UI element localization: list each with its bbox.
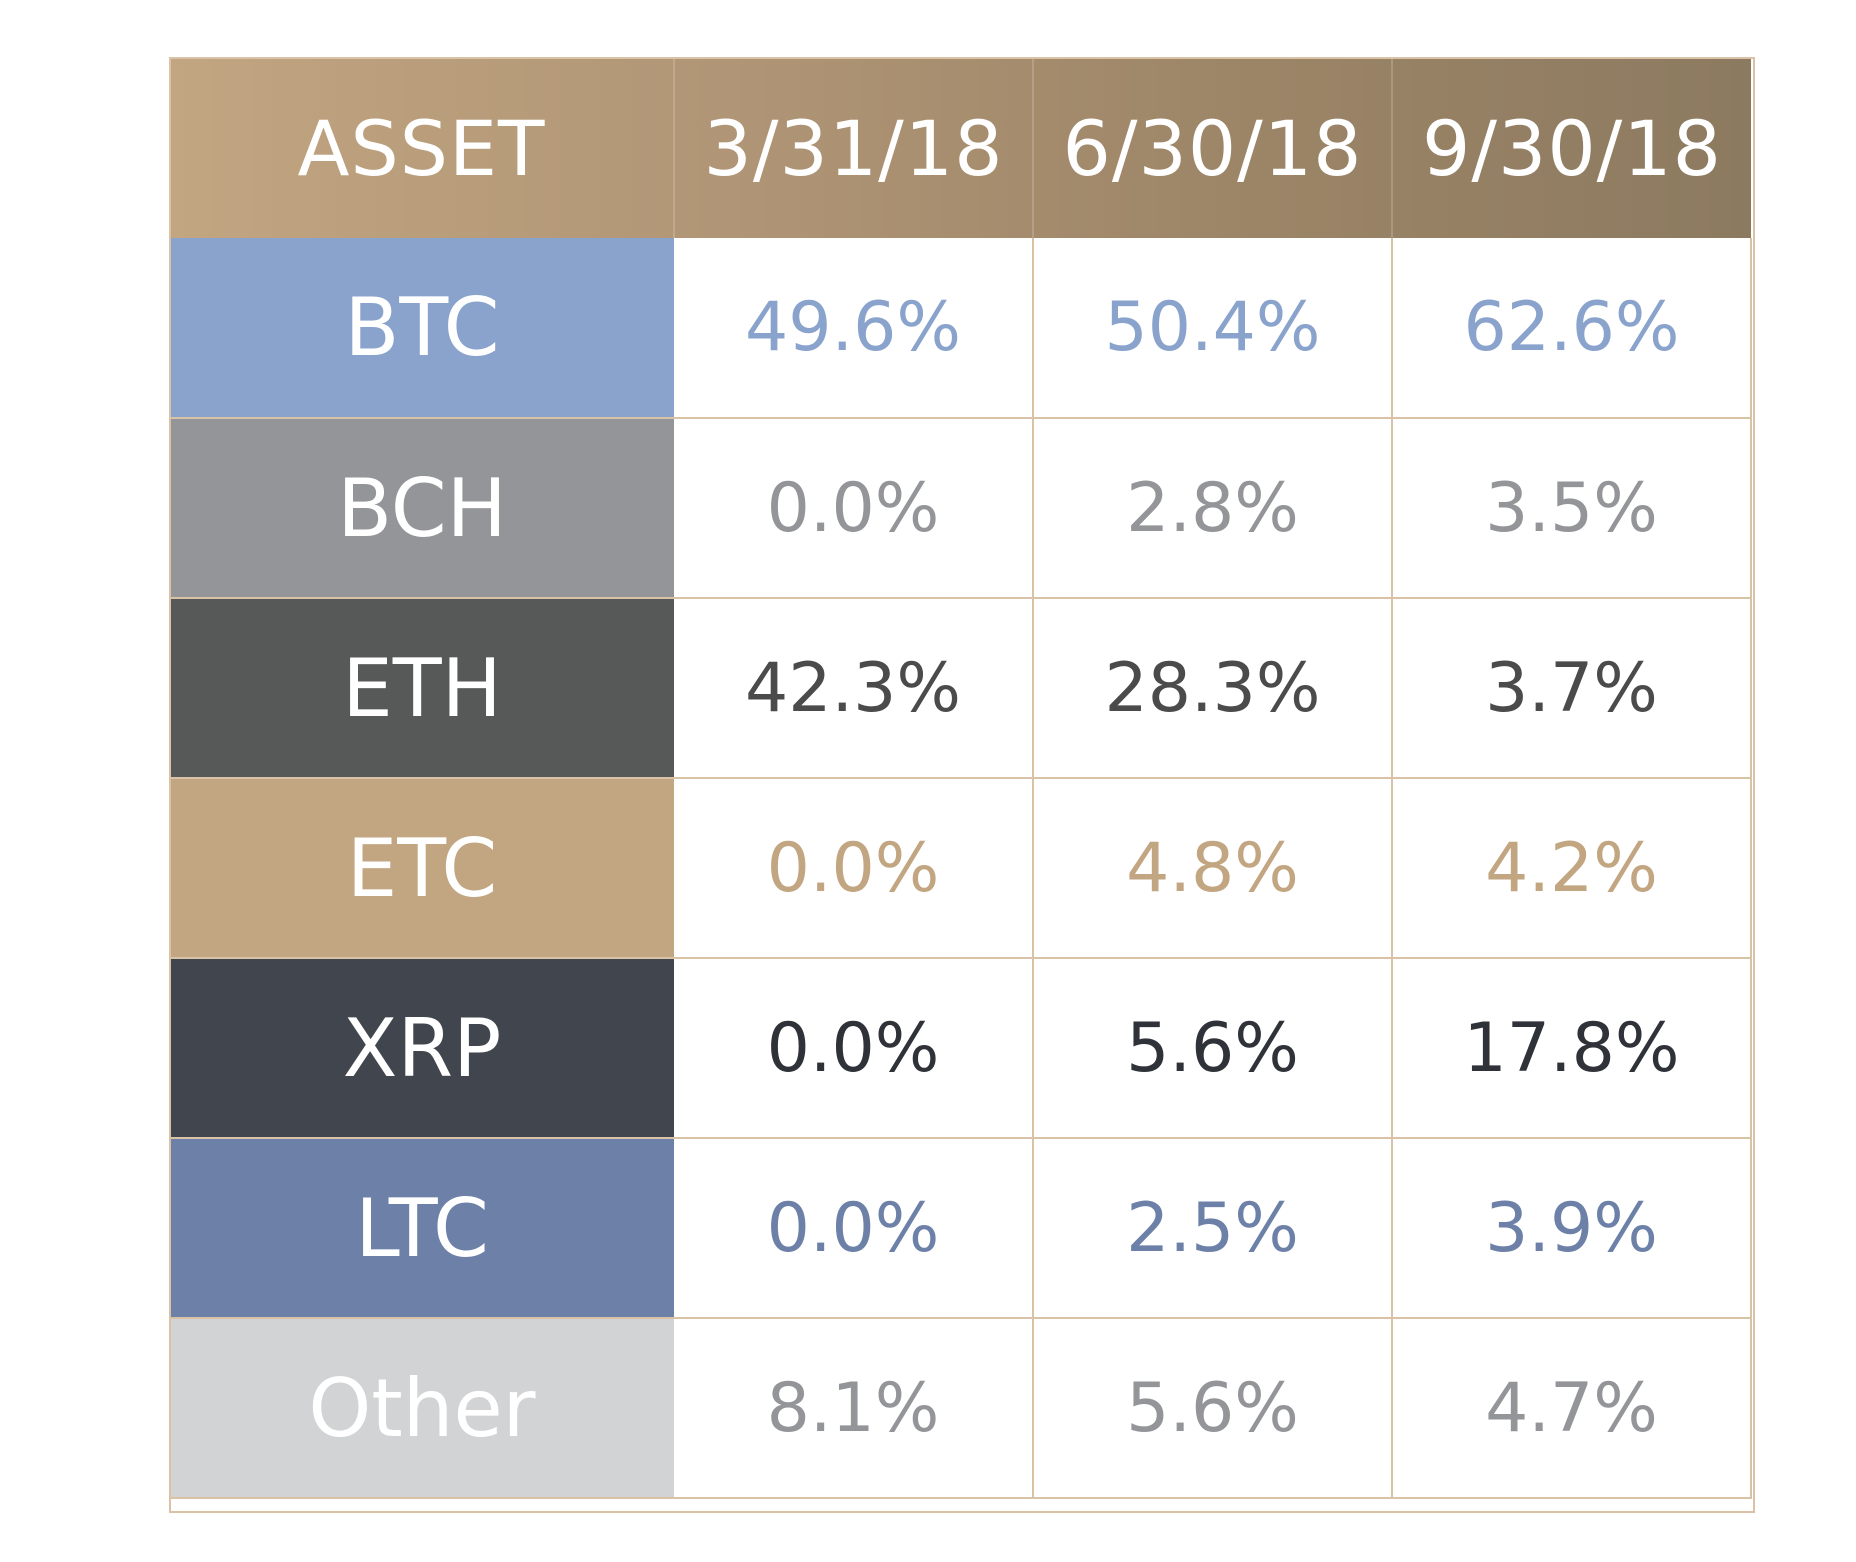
value-cell-xrp-3-31-18: 0.0%	[674, 958, 1034, 1139]
column-header-3-31-18: 3/31/18	[674, 58, 1034, 238]
table-row-eth: ETH 42.3% 28.3% 3.7%	[170, 598, 1752, 779]
value-cell-etc-9-30-18: 4.2%	[1392, 778, 1752, 959]
value-cell-btc-3-31-18: 49.6%	[674, 238, 1034, 419]
column-header-asset: ASSET	[170, 58, 675, 238]
table-row-other: Other 8.1% 5.6% 4.7%	[170, 1318, 1752, 1499]
value-cell-etc-3-31-18: 0.0%	[674, 778, 1034, 959]
value-cell-btc-6-30-18: 50.4%	[1033, 238, 1393, 419]
value-cell-xrp-9-30-18: 17.8%	[1392, 958, 1752, 1139]
value-cell-etc-6-30-18: 4.8%	[1033, 778, 1393, 959]
value-cell-ltc-9-30-18: 3.9%	[1392, 1138, 1752, 1319]
table-row-btc: BTC 49.6% 50.4% 62.6%	[170, 238, 1752, 419]
column-header-9-30-18: 9/30/18	[1422, 103, 1722, 193]
value-cell-eth-9-30-18: 3.7%	[1392, 598, 1752, 779]
table-row-ltc: LTC 0.0% 2.5% 3.9%	[170, 1138, 1752, 1319]
value-cell-other-3-31-18: 8.1%	[674, 1318, 1034, 1499]
value-cell-eth-3-31-18: 42.3%	[674, 598, 1034, 779]
table-row-etc: ETC 0.0% 4.8% 4.2%	[170, 778, 1752, 959]
value-cell-bch-3-31-18: 0.0%	[674, 418, 1034, 599]
asset-label-other: Other	[170, 1318, 674, 1499]
asset-label-ltc: LTC	[170, 1138, 674, 1319]
header-row: ASSET 3/31/18 6/30/18 9/30/18	[170, 58, 1751, 238]
asset-label-btc: BTC	[170, 238, 674, 419]
asset-label-xrp: XRP	[170, 958, 674, 1139]
asset-label-eth: ETH	[170, 598, 674, 779]
asset-allocation-table: ASSET 3/31/18 6/30/18 9/30/18 BTC 49.6% 50…	[170, 58, 1752, 1499]
value-cell-bch-6-30-18: 2.8%	[1033, 418, 1393, 599]
table-row-xrp: XRP 0.0% 5.6% 17.8%	[170, 958, 1752, 1139]
value-cell-bch-9-30-18: 3.5%	[1392, 418, 1752, 599]
value-cell-other-6-30-18: 5.6%	[1033, 1318, 1393, 1499]
asset-label-bch: BCH	[170, 418, 674, 599]
table-body: BTC 49.6% 50.4% 62.6% BCH 0.0% 2.8% 3.5% ETH 42.3…	[170, 238, 1752, 1499]
asset-label-etc: ETC	[170, 778, 674, 959]
table-row-bch: BCH 0.0% 2.8% 3.5%	[170, 418, 1752, 599]
value-cell-xrp-6-30-18: 5.6%	[1033, 958, 1393, 1139]
value-cell-other-9-30-18: 4.7%	[1392, 1318, 1752, 1499]
column-header-6-30-18: 6/30/18	[1033, 58, 1393, 238]
value-cell-ltc-6-30-18: 2.5%	[1033, 1138, 1393, 1319]
value-cell-ltc-3-31-18: 0.0%	[674, 1138, 1034, 1319]
value-cell-btc-9-30-18: 62.6%	[1392, 238, 1752, 419]
value-cell-eth-6-30-18: 28.3%	[1033, 598, 1393, 779]
